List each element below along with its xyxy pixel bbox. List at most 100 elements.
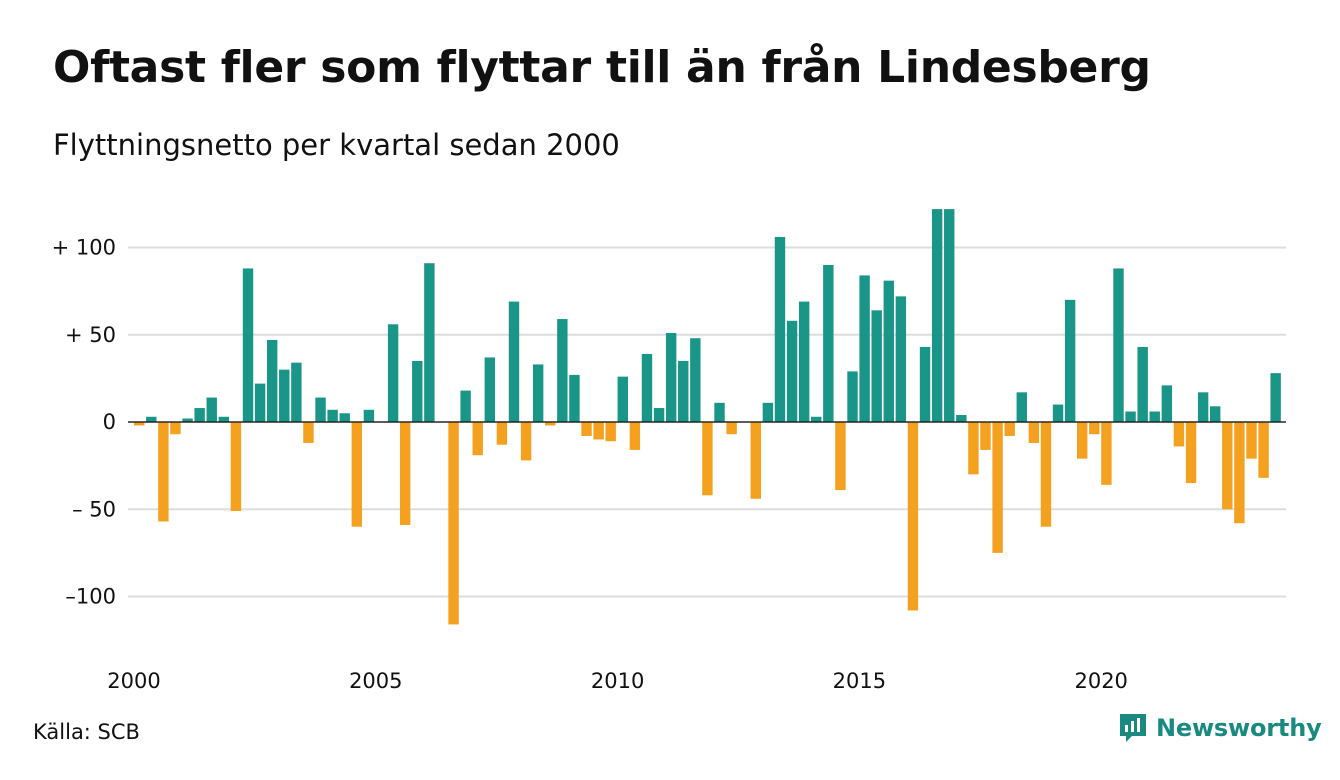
bar [266,339,278,423]
bar [387,324,399,422]
bar [1101,422,1112,485]
bar [653,408,665,422]
bar [1064,299,1076,422]
y-tick-label: + 100 [52,236,116,260]
bar [665,333,677,422]
bar [593,422,604,440]
x-tick-label: 2020 [1074,669,1127,693]
x-axis-ticks: 2000 2005 2010 2015 2020 [107,669,1128,693]
bar [750,422,761,499]
bar [629,422,641,450]
y-tick-label: – 50 [72,497,116,521]
bar [907,422,919,611]
bar [678,360,689,423]
bar [254,383,266,422]
bar [956,415,967,422]
bar [1077,422,1088,459]
bar [206,397,217,422]
bar [134,422,145,426]
bar [774,237,786,422]
bar [424,263,435,422]
x-tick-label: 2005 [349,669,402,693]
bar [992,422,1003,553]
bar [496,422,508,445]
bar [690,338,701,422]
bar [944,209,955,422]
brand-logo: Newsworthy [1118,712,1322,744]
bar [279,369,290,422]
bar [762,402,774,423]
x-tick-label: 2015 [833,669,886,693]
brand-name: Newsworthy [1156,714,1322,742]
bar [871,310,882,422]
bar [484,357,496,422]
bar [1246,422,1257,459]
bar [1258,422,1269,478]
bar [557,319,568,422]
bar [146,416,157,422]
bar [303,422,314,443]
bar [702,422,713,496]
bar [545,422,556,426]
bar [1052,404,1064,422]
bar [931,209,943,422]
bar [1161,385,1173,423]
bar [968,422,979,475]
bar [641,353,653,422]
bar [1210,406,1221,423]
bar [617,376,628,422]
y-axis-ticks: + 100 + 50 0 – 50 –100 [52,236,116,609]
bar [1028,422,1040,443]
bar [1137,346,1148,422]
chart-title: Oftast fler som flyttar till än från Lin… [53,42,1151,93]
bar [158,422,169,522]
bar [1185,422,1197,484]
bar [351,422,363,527]
bar [1089,422,1100,435]
chart-subtitle: Flyttningsnetto per kvartal sedan 2000 [53,128,620,162]
bar [859,275,870,422]
bar [315,397,326,422]
bar [520,422,532,461]
bar [726,422,737,435]
y-tick-label: –100 [65,585,116,609]
bar [182,418,193,422]
bar [919,346,931,422]
bar [847,371,858,422]
bar [363,409,375,422]
x-tick-label: 2010 [591,669,644,693]
y-tick-label: 0 [103,410,116,434]
bar [1197,392,1209,422]
bar [399,422,411,525]
bar [1004,422,1015,436]
bar [242,268,254,422]
y-tick-label: + 50 [65,323,116,347]
bar [980,422,991,450]
bar [1149,411,1160,422]
bar [811,416,822,422]
bar [714,402,725,423]
bar [1173,422,1185,447]
bar [1040,422,1052,527]
bar [291,362,302,422]
bar [472,422,483,456]
bar [1222,422,1233,510]
bar [605,422,616,442]
bar [786,320,798,422]
bar [339,413,350,422]
bar [448,422,459,625]
newsworthy-logo-icon [1120,714,1146,742]
bars [128,209,1286,625]
bar [581,422,592,436]
bar [823,264,834,422]
bar [218,416,230,422]
bar [1270,373,1281,422]
bar [412,360,423,423]
bar [883,280,894,422]
x-tick-label: 2000 [107,669,160,693]
bar [835,422,846,491]
bar [569,374,580,422]
bar [170,422,181,435]
bar [1125,411,1136,422]
